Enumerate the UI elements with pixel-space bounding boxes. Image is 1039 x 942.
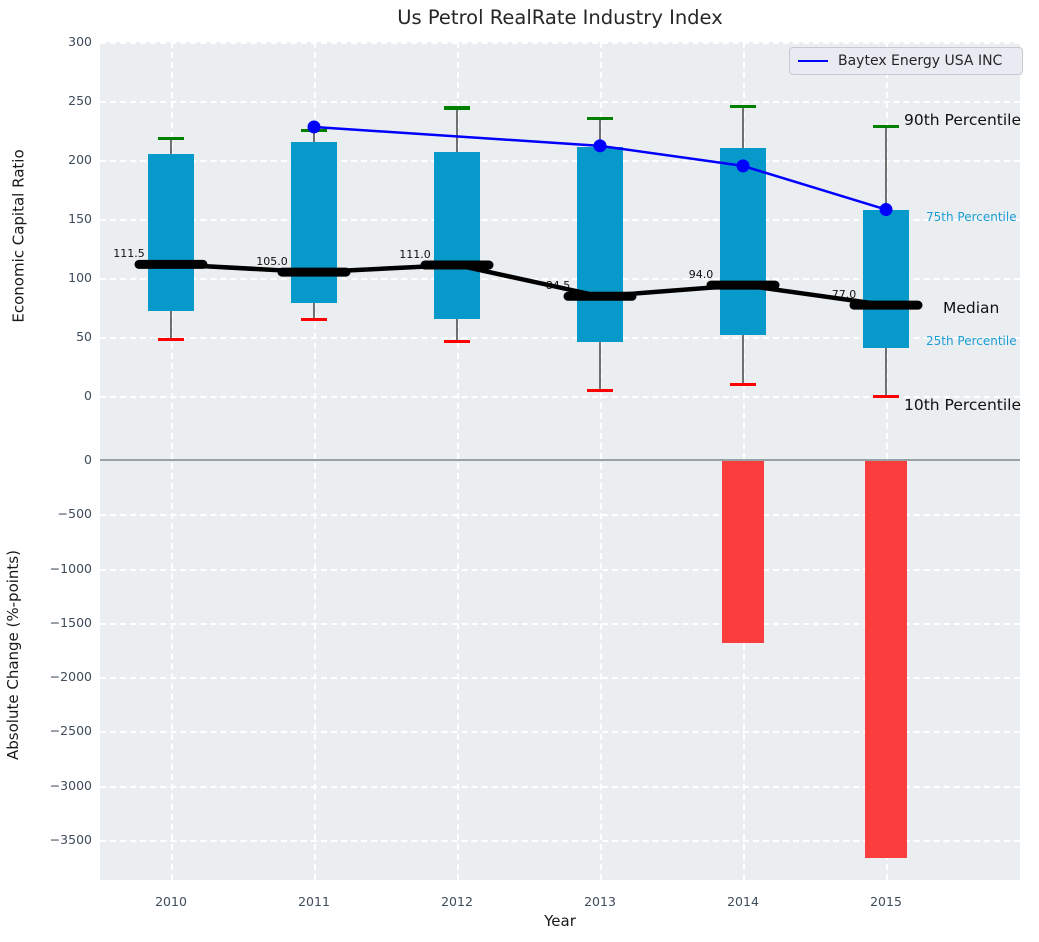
gridline-horizontal xyxy=(100,731,1020,734)
gridline-horizontal xyxy=(100,622,1020,625)
top-y-tick-label: 250 xyxy=(68,93,92,108)
p10-cap-2015 xyxy=(873,394,899,398)
annotation-median: Median xyxy=(943,299,1000,317)
median-value-label: 94.0 xyxy=(688,268,714,282)
p90-cap-2010 xyxy=(158,136,184,141)
gridline-horizontal xyxy=(100,677,1020,679)
chart-title: Us Petrol RealRate Industry Index xyxy=(397,6,723,29)
annotation-10th-percentile: 10th Percentile xyxy=(904,396,1022,414)
p10-cap-2010 xyxy=(158,337,184,341)
iqr-box-2012 xyxy=(434,151,480,320)
gridline-horizontal xyxy=(100,839,1020,842)
iqr-box-2014 xyxy=(720,148,766,335)
gridline-horizontal xyxy=(100,101,1020,103)
gridline-horizontal xyxy=(100,337,1020,339)
top-y-tick-label: 300 xyxy=(68,34,92,49)
x-tick-label: 2015 xyxy=(870,894,902,909)
p90-cap-2014 xyxy=(730,104,756,109)
bottom-y-tick-label: −500 xyxy=(57,506,92,522)
p90-cap-2011 xyxy=(301,128,327,132)
legend-series-label: Baytex Energy USA INC xyxy=(838,53,1003,69)
top-y-tick-label: 100 xyxy=(68,270,92,285)
change-bar-2014 xyxy=(722,461,764,644)
median-value-label: 77.0 xyxy=(831,288,857,302)
p90-cap-2012 xyxy=(444,106,470,110)
annotation-75th-percentile: 75th Percentile xyxy=(926,210,1017,224)
gridline-vertical xyxy=(457,42,459,880)
median-value-label: 111.0 xyxy=(399,248,431,262)
iqr-box-2015 xyxy=(863,209,909,348)
x-axis-label: Year xyxy=(544,912,576,930)
p90-cap-2015 xyxy=(873,124,899,129)
annotation-90th-percentile: 90th Percentile xyxy=(904,111,1022,129)
legend-line-sample xyxy=(798,60,828,62)
x-tick-label: 2013 xyxy=(584,894,616,909)
bottom-y-tick-label: −2500 xyxy=(49,723,92,739)
top-y-tick-label: 50 xyxy=(76,329,92,344)
median-value-label: 111.5 xyxy=(113,247,145,261)
gridline-horizontal xyxy=(100,42,1020,44)
median-value-label: 84.5 xyxy=(545,279,571,293)
bottom-y-tick-label: −3500 xyxy=(49,831,92,847)
top-y-axis-label: Economic Capital Ratio xyxy=(10,149,29,323)
gridline-vertical xyxy=(171,42,173,880)
p10-cap-2014 xyxy=(730,382,756,386)
iqr-box-2011 xyxy=(291,142,337,303)
bottom-zero-line xyxy=(100,459,1020,461)
gridline-horizontal xyxy=(100,568,1020,571)
bottom-y-tick-label: −1500 xyxy=(49,614,92,630)
gridline-horizontal xyxy=(100,160,1020,162)
x-tick-label: 2012 xyxy=(441,894,473,909)
p10-cap-2012 xyxy=(444,340,470,344)
bottom-y-axis-label: Absolute Change (%-points) xyxy=(4,550,22,760)
top-y-tick-label: 0 xyxy=(84,388,92,403)
iqr-box-2010 xyxy=(148,154,194,312)
bottom-y-tick-label: −2000 xyxy=(49,669,92,684)
gridline-horizontal xyxy=(100,785,1020,788)
p10-cap-2013 xyxy=(587,388,613,392)
gridline-vertical xyxy=(314,42,316,880)
x-tick-label: 2014 xyxy=(727,894,759,909)
top-y-tick-label: 150 xyxy=(68,211,92,226)
p90-cap-2013 xyxy=(587,116,613,121)
bottom-y-tick-label: 0 xyxy=(84,452,92,467)
iqr-box-2013 xyxy=(577,147,623,342)
bottom-y-tick-label: −3000 xyxy=(49,777,92,793)
bottom-y-tick-label: −1000 xyxy=(49,560,92,576)
legend: Baytex Energy USA INC xyxy=(789,47,1023,75)
gridline-horizontal xyxy=(100,514,1020,517)
top-y-tick-label: 200 xyxy=(68,152,92,167)
gridline-horizontal xyxy=(100,396,1020,398)
gridline-vertical xyxy=(600,42,602,880)
change-bar-2015 xyxy=(865,461,907,859)
annotation-25th-percentile: 25th Percentile xyxy=(926,334,1017,348)
median-value-label: 105.0 xyxy=(256,255,288,269)
x-tick-label: 2010 xyxy=(155,894,187,909)
p10-cap-2011 xyxy=(301,317,327,321)
x-tick-label: 2011 xyxy=(298,894,330,909)
gridline-horizontal xyxy=(100,219,1020,221)
